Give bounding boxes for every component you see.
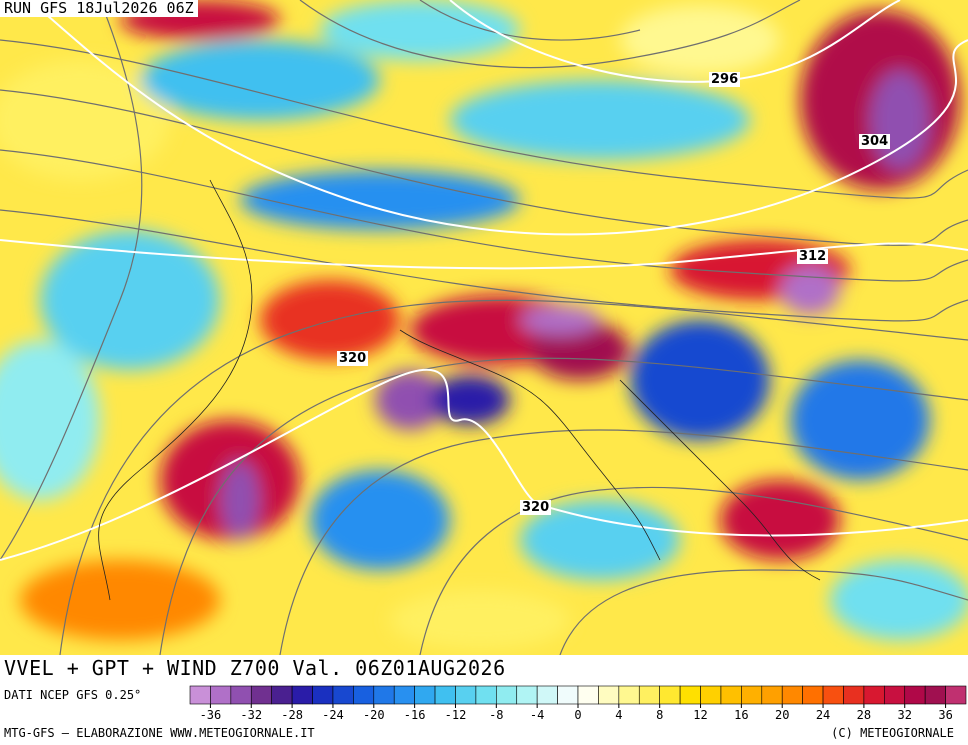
- colorbar-swatch: [475, 685, 497, 705]
- colorbar-tick-label: -24: [322, 708, 344, 722]
- colorbar-swatch: [414, 685, 436, 705]
- colorbar-swatch: [291, 685, 313, 705]
- field-blobs: [0, 0, 968, 650]
- colorbar-swatch: [271, 685, 293, 705]
- colorbar-swatch: [516, 685, 538, 705]
- colorbar-swatch: [393, 685, 415, 705]
- colorbar-swatch: [720, 685, 742, 705]
- colorbar-swatch: [536, 685, 558, 705]
- colorbar-swatch: [598, 685, 620, 705]
- colorbar-swatch: [822, 685, 844, 705]
- colorbar-swatch: [557, 685, 579, 705]
- colorbar-tick-label: 32: [898, 708, 912, 722]
- colorbar-tick-label: -8: [489, 708, 503, 722]
- colorbar-swatch: [373, 685, 395, 705]
- colorbar-swatch: [434, 685, 456, 705]
- contour-label: 312: [797, 249, 829, 264]
- colorbar-swatch: [863, 685, 885, 705]
- contour-label: 320: [337, 351, 369, 366]
- colorbar-swatch: [189, 685, 211, 705]
- colorbar-tick-label: 12: [693, 708, 707, 722]
- colorbar-tick-label: -20: [363, 708, 385, 722]
- colorbar-swatch: [802, 685, 824, 705]
- colorbar: -36 -32 -28 -24 -20 -16 -12 -8 -4 0 4 8 12 16 20 24 28 32…: [189, 685, 967, 722]
- colorbar-tick-label: 8: [656, 708, 663, 722]
- colorbar-tick-label: -12: [445, 708, 467, 722]
- colorbar-swatch: [781, 685, 803, 705]
- streamlines: [0, 0, 968, 655]
- colorbar-swatch: [496, 685, 518, 705]
- colorbar-swatch: [312, 685, 334, 705]
- map-title: VVEL + GPT + WIND Z700 Val. 06Z01AUG2026: [4, 656, 506, 680]
- colorbar-swatch: [659, 685, 681, 705]
- colorbar-swatch: [638, 685, 660, 705]
- colorbar-tick-label: 20: [775, 708, 789, 722]
- colorbar-swatch: [618, 685, 640, 705]
- colorbar-swatch: [577, 685, 599, 705]
- colorbar-swatch: [843, 685, 865, 705]
- colorbar-tick-label: 36: [938, 708, 952, 722]
- colorbar-swatch: [353, 685, 375, 705]
- colorbar-swatch: [761, 685, 783, 705]
- colorbar-tick-label: 24: [816, 708, 830, 722]
- colorbar-swatch: [250, 685, 272, 705]
- colorbar-tick-label: 0: [574, 708, 581, 722]
- colorbar-swatch: [884, 685, 906, 705]
- colorbar-tick-label: -4: [530, 708, 544, 722]
- colorbar-tick-label: 16: [734, 708, 748, 722]
- run-label: RUN GFS 18Jul2026 06Z: [0, 0, 198, 17]
- colorbar-swatch: [945, 685, 967, 705]
- colorbar-swatch: [332, 685, 354, 705]
- contour-label: 296: [709, 72, 741, 87]
- colorbar-swatch: [679, 685, 701, 705]
- colorbar-tick-label: -16: [404, 708, 426, 722]
- colorbar-tick-label: -32: [240, 708, 262, 722]
- colorbar-tick-label: 4: [615, 708, 622, 722]
- coastlines: [98, 179, 821, 601]
- weather-map: [0, 0, 968, 655]
- colorbar-swatch: [904, 685, 926, 705]
- colorbar-swatch: [924, 685, 946, 705]
- data-source: DATI NCEP GFS 0.25°: [4, 688, 142, 702]
- colorbar-swatch: [455, 685, 477, 705]
- footer-right: (C) METEOGIORNALE: [831, 726, 954, 740]
- colorbar-swatch: [210, 685, 232, 705]
- colorbar-tick-label: -28: [281, 708, 303, 722]
- colorbar-tick-label: -36: [200, 708, 222, 722]
- contour-label: 320: [520, 500, 552, 515]
- contour-label: 304: [859, 134, 891, 149]
- colorbar-swatch: [741, 685, 763, 705]
- footer-left: MTG-GFS — ELABORAZIONE WWW.METEOGIORNALE…: [4, 726, 315, 740]
- colorbar-swatch: [700, 685, 722, 705]
- colorbar-swatch: [230, 685, 252, 705]
- colorbar-tick-label: 28: [857, 708, 871, 722]
